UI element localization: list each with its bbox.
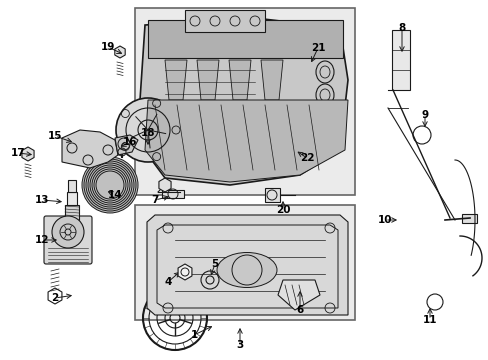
Text: 10: 10 — [377, 215, 391, 225]
Bar — [162, 190, 183, 198]
Text: 8: 8 — [398, 23, 405, 33]
Polygon shape — [228, 60, 250, 100]
Text: 1: 1 — [190, 330, 197, 340]
Text: 13: 13 — [35, 195, 49, 205]
Text: 16: 16 — [122, 137, 137, 147]
Text: 9: 9 — [421, 110, 427, 120]
Text: 20: 20 — [275, 205, 290, 215]
Circle shape — [82, 157, 138, 213]
Polygon shape — [164, 60, 186, 100]
Text: 11: 11 — [422, 315, 436, 325]
Text: 18: 18 — [141, 128, 155, 138]
Polygon shape — [178, 264, 191, 280]
Text: 2: 2 — [51, 293, 59, 303]
Polygon shape — [264, 188, 280, 202]
Bar — [148, 20, 342, 58]
Circle shape — [95, 148, 101, 154]
Text: 12: 12 — [35, 235, 49, 245]
Circle shape — [107, 148, 113, 154]
Bar — [68, 180, 76, 192]
Text: 19: 19 — [101, 42, 115, 52]
Polygon shape — [115, 135, 138, 155]
Circle shape — [52, 216, 84, 248]
Text: 6: 6 — [296, 305, 303, 315]
Bar — [135, 205, 354, 320]
Ellipse shape — [217, 252, 276, 288]
Text: 22: 22 — [299, 153, 314, 163]
Polygon shape — [145, 100, 347, 182]
Polygon shape — [278, 280, 319, 310]
Text: 14: 14 — [107, 190, 122, 200]
Text: 21: 21 — [310, 43, 325, 53]
Polygon shape — [62, 130, 118, 168]
Polygon shape — [261, 60, 283, 100]
Bar — [65, 205, 79, 220]
Text: 4: 4 — [164, 277, 171, 287]
Bar — [67, 192, 77, 224]
Circle shape — [116, 98, 180, 162]
Bar — [391, 30, 409, 90]
Polygon shape — [147, 215, 347, 315]
Text: 17: 17 — [11, 148, 25, 158]
Polygon shape — [159, 178, 171, 192]
Bar — [135, 8, 354, 195]
Text: 3: 3 — [236, 340, 243, 350]
Circle shape — [119, 148, 125, 154]
Text: 15: 15 — [48, 131, 62, 141]
Polygon shape — [22, 147, 34, 161]
Text: 5: 5 — [211, 259, 218, 269]
Polygon shape — [140, 18, 347, 185]
Polygon shape — [115, 46, 125, 58]
Bar — [184, 10, 264, 32]
Text: 7: 7 — [151, 195, 159, 205]
Polygon shape — [197, 60, 219, 100]
FancyBboxPatch shape — [44, 216, 92, 264]
Bar — [461, 214, 476, 223]
